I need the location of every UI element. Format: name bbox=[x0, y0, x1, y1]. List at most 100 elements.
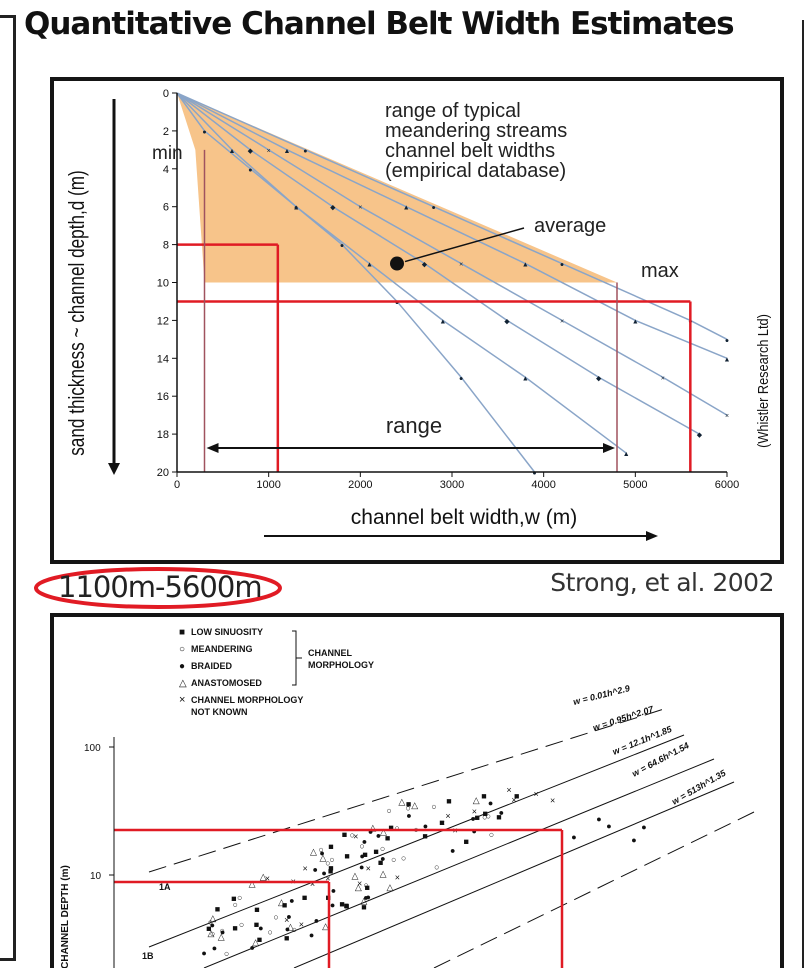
scatter-point: ● bbox=[220, 927, 225, 937]
legend-symbol-unknown: × bbox=[179, 694, 185, 706]
curve-3-point: ◆ bbox=[330, 205, 336, 212]
annotation-average: average bbox=[534, 215, 606, 237]
scatter-point: ○ bbox=[391, 855, 396, 865]
top-ylabel-arrowhead bbox=[108, 463, 120, 475]
scatter-point: △ bbox=[209, 913, 216, 923]
curve-4-point: × bbox=[358, 205, 362, 212]
curve-5-point: ▲ bbox=[284, 148, 291, 155]
average-pointer-line bbox=[404, 227, 525, 263]
top-ytick-label: 12 bbox=[157, 315, 169, 327]
scatter-point: ● bbox=[258, 923, 263, 933]
citation: Strong, et al. 2002 bbox=[550, 568, 774, 597]
legend-symbol-braided: ● bbox=[179, 661, 185, 672]
scatter-point: △ bbox=[207, 928, 214, 938]
scatter-point: △ bbox=[249, 879, 256, 889]
curve-5-point: ▲ bbox=[403, 205, 410, 212]
scatter-point: ● bbox=[289, 896, 294, 906]
point-label-1b: 1B bbox=[142, 951, 154, 961]
scatter-point: × bbox=[506, 785, 511, 795]
top-chart: ●●●●●●●▲▲▲▲▲▲◆◆◆◆◆◆××××××▲▲▲▲▲●●●●● 0246… bbox=[65, 88, 771, 541]
scatter-point: ■ bbox=[328, 863, 333, 873]
scatter-point: × bbox=[511, 795, 516, 805]
equation-2: w = 0.95h^2.07 bbox=[592, 704, 656, 733]
scatter-point: ○ bbox=[208, 917, 213, 927]
left-bracket bbox=[0, 15, 16, 961]
scatter-point: ● bbox=[331, 885, 336, 895]
curve-1 bbox=[176, 92, 536, 473]
top-xtick-label: 4000 bbox=[531, 479, 555, 491]
scatter-point: △ bbox=[473, 795, 480, 805]
scatter-point: ● bbox=[423, 821, 428, 831]
annotation-range-4: (empirical database) bbox=[385, 160, 566, 182]
scatter-point: ● bbox=[286, 912, 291, 922]
scatter-point: ● bbox=[366, 892, 371, 902]
annotation-range-3: channel belt widths bbox=[385, 140, 555, 162]
legend-symbol-low-sinuosity: ■ bbox=[179, 627, 185, 638]
legend-group-2: MORPHOLOGY bbox=[308, 660, 374, 670]
legend-label-meandering: MEANDERING bbox=[191, 644, 253, 654]
scatter-point: ■ bbox=[344, 901, 349, 911]
scatter-point: ■ bbox=[302, 893, 307, 903]
scatter-point: ● bbox=[201, 948, 206, 958]
scatter-point: ■ bbox=[284, 933, 289, 943]
scatter-point: ○ bbox=[363, 880, 368, 890]
scatter-point: ■ bbox=[388, 823, 393, 833]
bottom-ylabel: CHANNEL DEPTH (m) bbox=[60, 865, 71, 968]
curve-2-point: ▲ bbox=[522, 375, 529, 382]
top-ytick-label: 6 bbox=[163, 202, 169, 214]
top-ytick-label: 4 bbox=[163, 164, 169, 176]
scatter-point: ○ bbox=[292, 925, 297, 935]
point-label-1a: 1A bbox=[159, 882, 171, 892]
scatter-point: △ bbox=[411, 800, 418, 810]
scatter-point: ■ bbox=[378, 857, 383, 867]
scatter-point: △ bbox=[310, 846, 317, 856]
legend-symbol-anastomosed: △ bbox=[179, 678, 187, 689]
scatter-point: ■ bbox=[464, 836, 469, 846]
scatter-point: ○ bbox=[489, 830, 494, 840]
annotation-max: max bbox=[641, 260, 679, 282]
scatter-point: ■ bbox=[328, 842, 333, 852]
scatter-point: ○ bbox=[482, 812, 487, 822]
curve-2-point: ▲ bbox=[293, 205, 300, 212]
range-result: 1100m-5600m bbox=[58, 570, 263, 604]
scatter-point: ○ bbox=[319, 845, 324, 855]
curve-5 bbox=[176, 92, 728, 359]
curve-4-point: × bbox=[459, 262, 463, 269]
scatter-point: ● bbox=[450, 845, 455, 855]
curve-6-point: ● bbox=[432, 205, 436, 212]
legend-label-braided: BRAIDED bbox=[191, 661, 233, 671]
scatter-point: ● bbox=[363, 893, 368, 903]
legend-label-unknown-2: NOT KNOWN bbox=[191, 707, 248, 717]
scatter-point: ○ bbox=[273, 912, 278, 922]
scatter-point: × bbox=[445, 811, 450, 821]
scatter-point: ● bbox=[212, 943, 217, 953]
curve-2-point: ▲ bbox=[439, 318, 446, 325]
scatter-point: ○ bbox=[431, 802, 436, 812]
scatter-point: △ bbox=[387, 882, 394, 892]
scatter-point: ■ bbox=[342, 830, 347, 840]
scatter-point: ● bbox=[499, 807, 504, 817]
scatter-point: ● bbox=[362, 837, 367, 847]
top-ytick-label: 18 bbox=[157, 429, 169, 441]
curve-2 bbox=[176, 92, 627, 454]
scatter-point: × bbox=[533, 789, 538, 799]
curve-5-point: ▲ bbox=[632, 318, 639, 325]
scatter-point: △ bbox=[380, 826, 387, 836]
curve-3-point: ◆ bbox=[697, 432, 703, 439]
scatter-point: ● bbox=[631, 835, 636, 845]
range-arrowhead-right bbox=[603, 443, 615, 453]
scatter-point: ■ bbox=[365, 882, 370, 892]
curve-3-point: ◆ bbox=[504, 318, 510, 325]
scatter-point: ● bbox=[641, 822, 646, 832]
scatter-point: ● bbox=[606, 821, 611, 831]
scatter-point: ○ bbox=[405, 803, 410, 813]
curve-2-point: ▲ bbox=[366, 262, 373, 269]
scatter-point: ● bbox=[314, 916, 319, 926]
scatter-point: ● bbox=[319, 848, 324, 858]
scatter-point: ■ bbox=[339, 899, 344, 909]
scatter-point: ■ bbox=[446, 796, 451, 806]
scatter-point: △ bbox=[322, 921, 329, 931]
scatter-point: ■ bbox=[257, 934, 262, 944]
scatter-point: ■ bbox=[344, 851, 349, 861]
scatter-point: △ bbox=[380, 869, 387, 879]
